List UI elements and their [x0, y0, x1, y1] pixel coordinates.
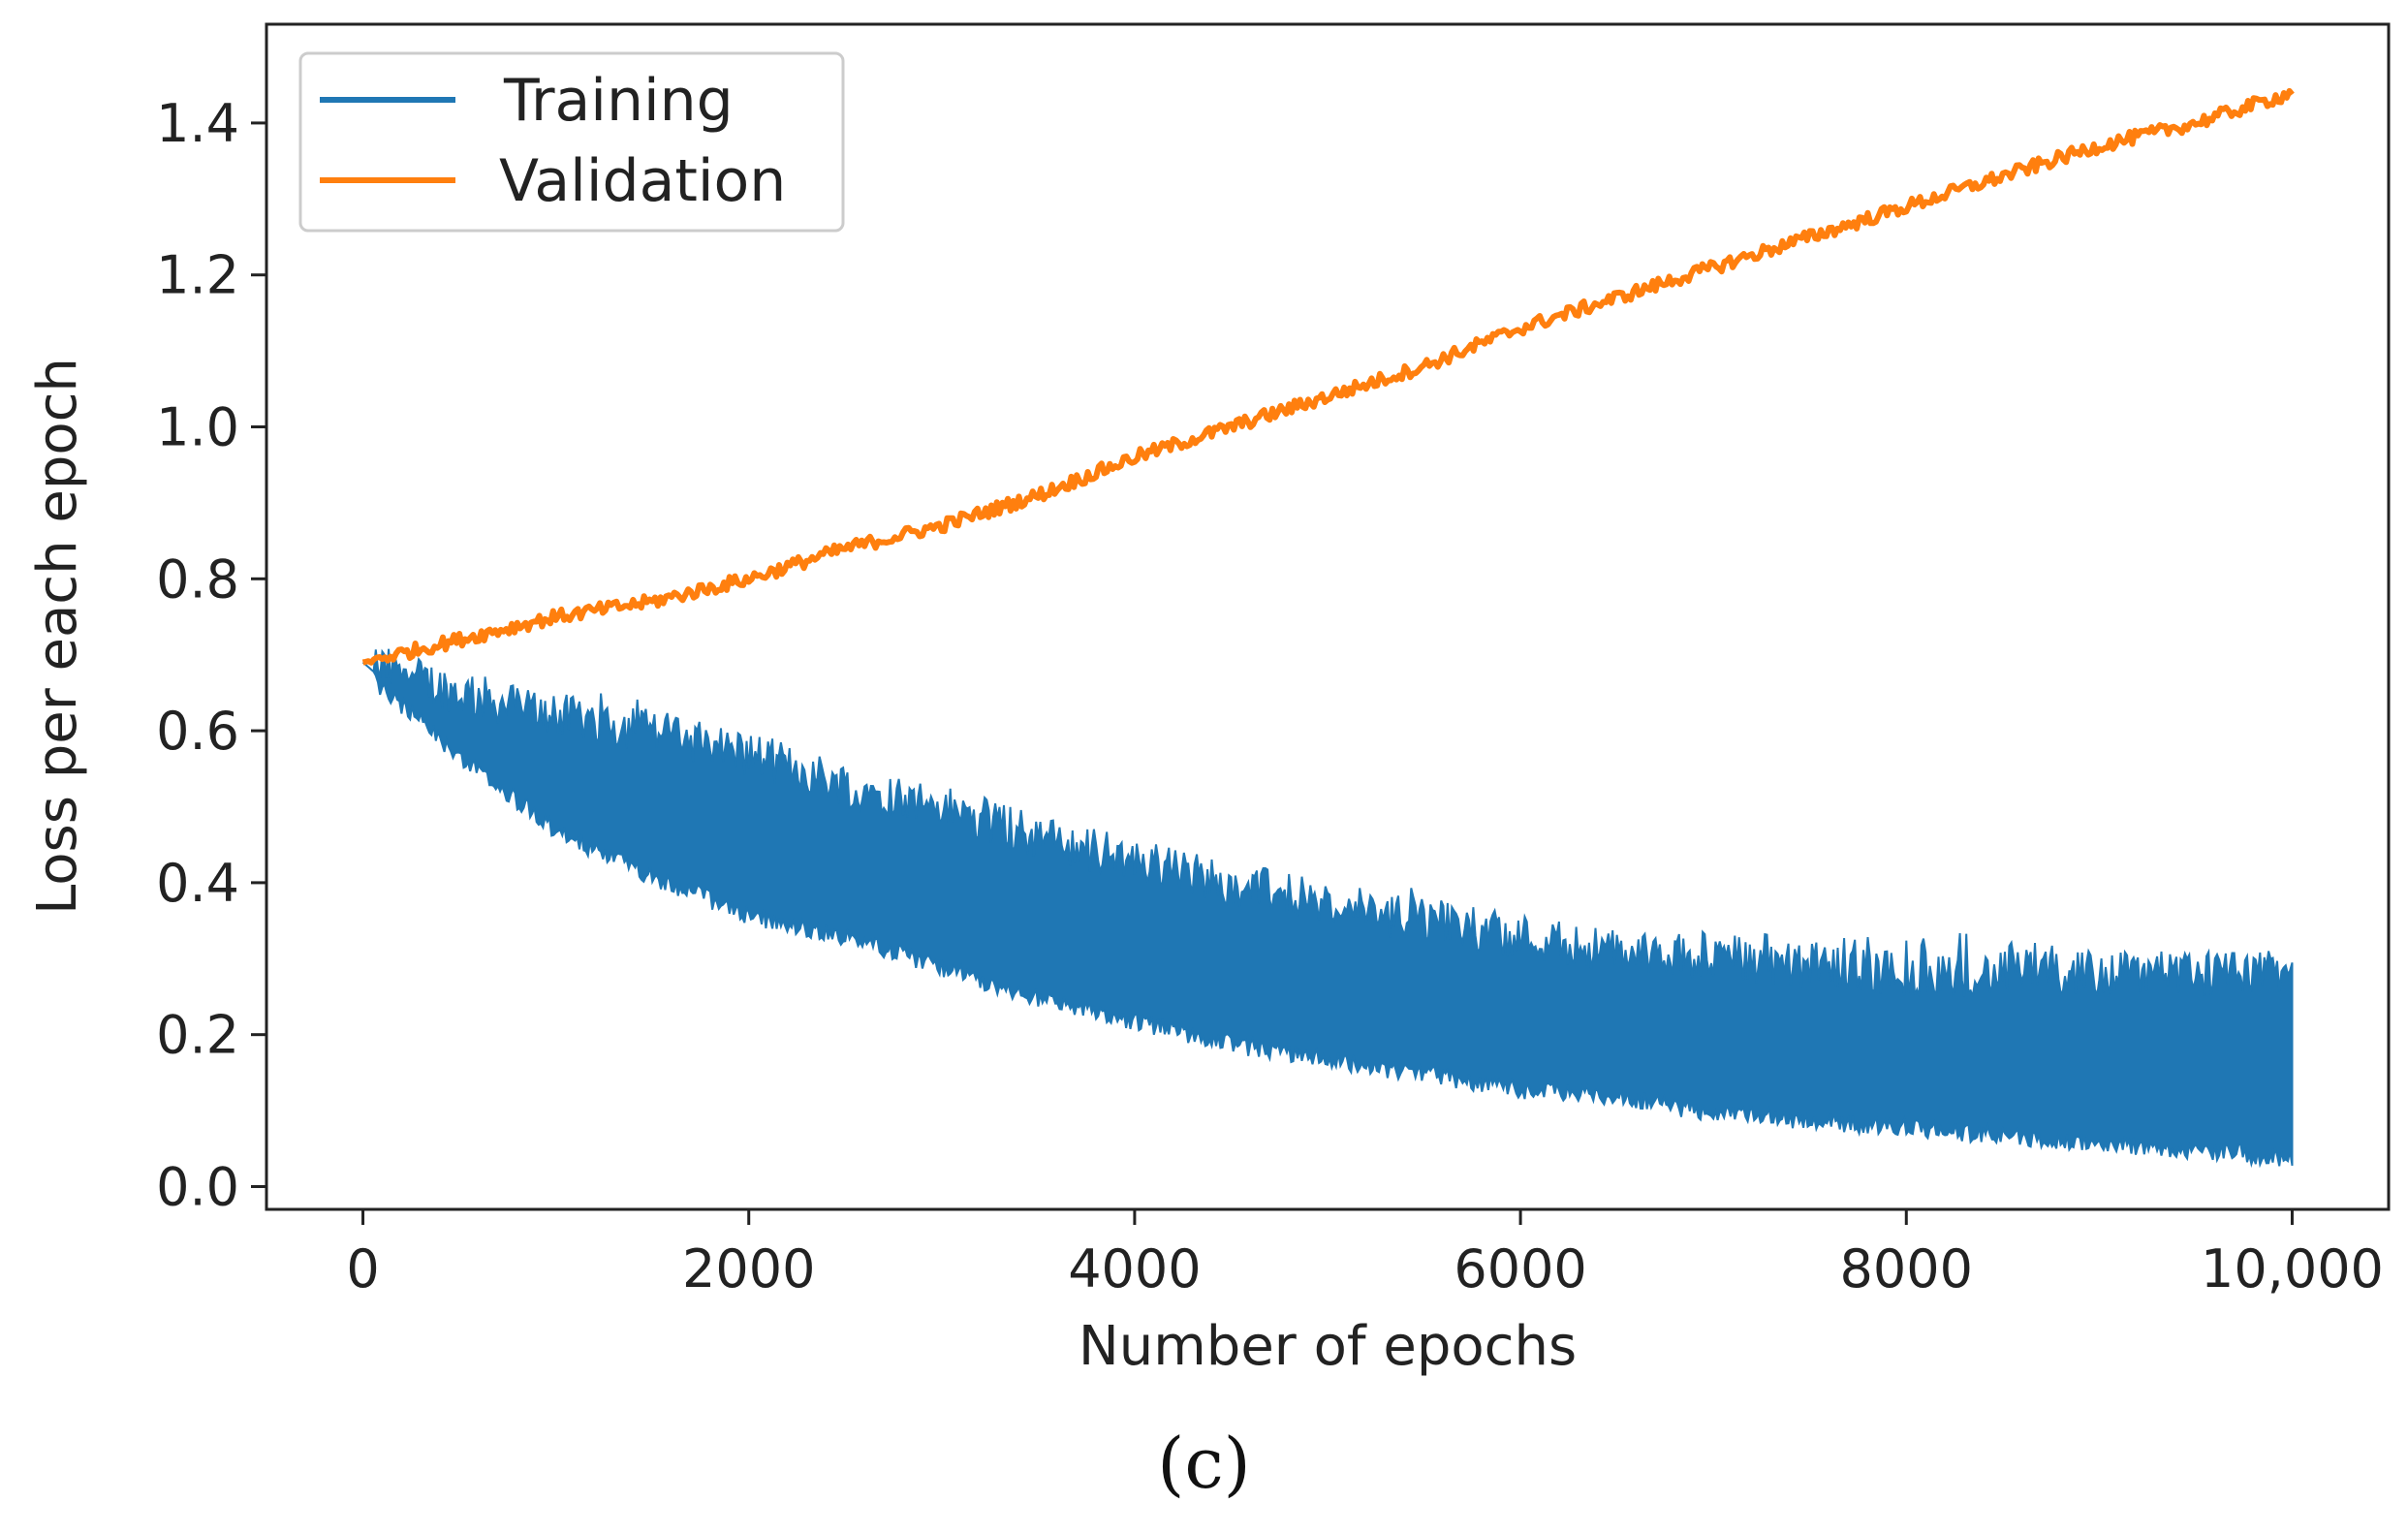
y-tick-label: 0.0 — [156, 1156, 239, 1217]
y-tick-label: 0.6 — [156, 701, 239, 762]
x-tick-label: 6000 — [1454, 1238, 1586, 1299]
panel-label: (c) — [1157, 1423, 1251, 1504]
y-tick-label: 0.2 — [156, 1005, 239, 1066]
plot-frame — [265, 22, 2391, 1211]
legend: Training Validation — [298, 51, 845, 233]
x-axis-label: Number of epochs — [1079, 1315, 1577, 1378]
validation-series-line — [361, 87, 2295, 666]
x-tick-label: 10,000 — [2201, 1238, 2384, 1299]
x-axis-ticks: 0 2000 4000 6000 8000 10,000 — [346, 1209, 2384, 1299]
y-tick-label: 1.0 — [156, 397, 239, 458]
y-tick-label: 0.8 — [156, 548, 239, 610]
y-tick-label: 1.4 — [156, 93, 239, 154]
series-line-layer — [361, 87, 2295, 666]
y-axis-ticks: 0.0 0.2 0.4 0.6 0.8 1.0 1.2 1.4 — [156, 93, 266, 1217]
legend-label-training: Training — [503, 67, 734, 135]
x-tick-label: 8000 — [1840, 1238, 1973, 1299]
training-series-band — [361, 648, 2294, 1169]
y-tick-label: 0.4 — [156, 853, 239, 914]
training-band-layer — [361, 648, 2294, 1169]
y-tick-label: 1.2 — [156, 245, 239, 306]
x-tick-label: 0 — [346, 1238, 379, 1299]
x-tick-label: 2000 — [682, 1238, 815, 1299]
legend-label-validation: Validation — [499, 147, 786, 215]
y-axis-label: Loss per each epoch — [26, 358, 89, 915]
x-tick-label: 4000 — [1068, 1238, 1201, 1299]
